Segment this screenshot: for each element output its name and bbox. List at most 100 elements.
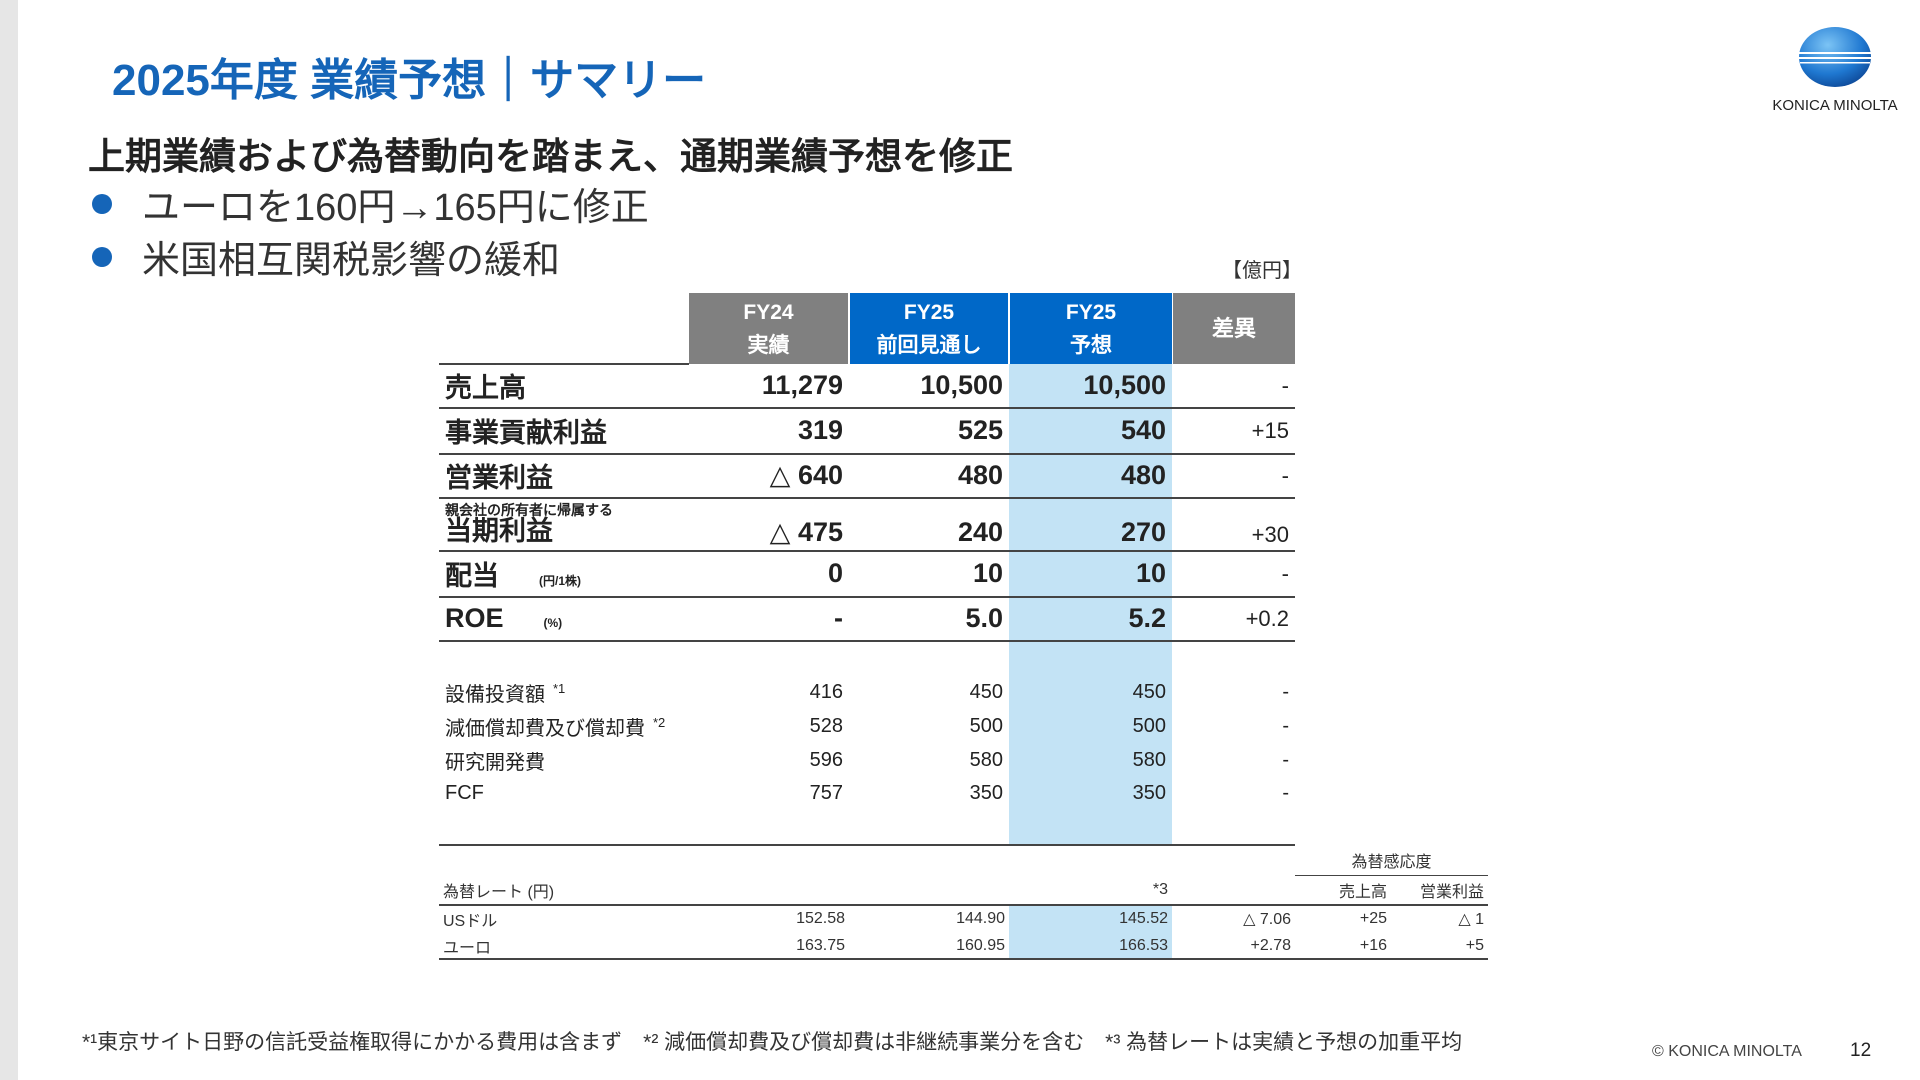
fx-value: 144.90 — [956, 909, 1005, 927]
cell-value: 580 — [969, 748, 1003, 771]
cell-value: 10,500 — [920, 370, 1003, 400]
row-label: 配当 (円/1株) — [439, 554, 689, 593]
divider — [439, 497, 1295, 499]
row-label-text: 配当 — [445, 561, 499, 591]
svg-text:KONICA MINOLTA: KONICA MINOLTA — [1772, 97, 1897, 114]
cell-value: 10,500 — [1083, 370, 1166, 400]
bullet-text: ユーロを160円→165円に修正 — [142, 187, 649, 229]
cell-value: - — [834, 603, 843, 633]
cell-value: 11,279 — [761, 370, 843, 400]
fx-value: △ 1 — [1458, 910, 1484, 928]
bullet-item: ユーロを160円→165円に修正 — [92, 176, 649, 231]
bullet-text: 米国相互関税影響の緩和 — [142, 240, 561, 282]
cell-value: 240 — [957, 517, 1003, 547]
divider — [439, 904, 1488, 906]
cell-value: 0 — [827, 558, 843, 588]
cell-value: - — [1281, 372, 1289, 398]
cell-value: - — [1282, 781, 1289, 804]
row-unit-note: (%) — [543, 616, 563, 630]
row-label-text: 設備投資額 — [445, 683, 545, 706]
fx-header-row: 為替レート (円) *3 売上高 営業利益 — [439, 876, 1488, 904]
page-title: 2025年度 業績予想｜サマリー — [112, 56, 707, 105]
divider — [1295, 875, 1488, 876]
header-fy24: FY24 実績 — [689, 293, 848, 364]
cell-value: +15 — [1251, 417, 1289, 443]
divider — [439, 550, 1295, 552]
cell-value: - — [1282, 680, 1289, 703]
row-label: 営業利益 — [439, 456, 689, 495]
divider — [439, 363, 689, 365]
row-label-prefix: 親会社の所有者に帰属する — [445, 502, 613, 518]
row-label-text: 研究開発費 — [445, 751, 545, 774]
table-row: 配当 (円/1株) 0 10 10 - — [439, 551, 1295, 596]
header-fy25-previous: FY25 前回見通し — [850, 293, 1008, 364]
fx-value: △ 7.06 — [1243, 910, 1291, 928]
fx-value: +25 — [1359, 909, 1387, 927]
bullet-item: 米国相互関税影響の緩和 — [92, 229, 560, 284]
forecast-column-highlight — [1009, 905, 1172, 959]
subtitle: 上期業績および為替動向を踏まえ、通期業績予想を修正 — [88, 136, 1013, 177]
table-row: 減価償却費及び償却費 *2 528 500 500 - — [439, 711, 1295, 741]
cell-value: - — [1282, 714, 1289, 737]
copyright: © KONICA MINOLTA — [1652, 1043, 1802, 1060]
cell-value: 580 — [1132, 748, 1166, 771]
row-unit-note: (円/1株) — [539, 574, 582, 588]
page-number: 12 — [1850, 1040, 1872, 1061]
forecast-column-highlight — [1009, 364, 1172, 845]
fx-value: +5 — [1465, 936, 1484, 954]
cell-value: 350 — [1132, 781, 1166, 804]
cell-value: - — [1281, 560, 1289, 586]
footnote-marker: *2 — [653, 714, 666, 730]
row-label-text: 減価償却費及び償却費 — [445, 717, 645, 740]
unit-label: 【億円】 — [1222, 260, 1302, 282]
cell-value: △ 640 — [769, 460, 843, 490]
header-fy25-forecast: FY25 予想 — [1010, 293, 1172, 364]
fx-value: +2.78 — [1250, 936, 1291, 954]
cell-value: - — [1281, 462, 1289, 488]
fx-row: USドル 152.58 144.90 145.52 △ 7.06 +25 △ 1 — [439, 905, 1488, 932]
table-row: 親会社の所有者に帰属する 当期利益 △ 475 240 270 +30 — [439, 498, 1295, 550]
footnote: *¹東京サイト日野の信託受益権取得にかかる費用は含まず *² 減価償却費及び償却… — [82, 1031, 1463, 1054]
fx-currency: USドル — [443, 912, 498, 930]
cell-value: +30 — [1251, 522, 1289, 547]
fx-value: +16 — [1359, 936, 1387, 954]
divider — [439, 453, 1295, 455]
table-row: 売上高 11,279 10,500 10,500 - — [439, 364, 1295, 407]
cell-value: 596 — [809, 748, 843, 771]
table-row: FCF 757 350 350 - — [439, 778, 1295, 808]
cell-value: 10 — [1135, 558, 1166, 588]
table-row: 設備投資額 *1 416 450 450 - — [439, 677, 1295, 707]
cell-value: 450 — [1132, 680, 1166, 703]
cell-value: - — [1282, 748, 1289, 771]
konica-minolta-logo: KONICA MINOLTA — [1772, 27, 1898, 114]
table-row: ROE (%) - 5.0 5.2 +0.2 — [439, 597, 1295, 640]
fx-value: 152.58 — [796, 909, 845, 927]
divider — [439, 596, 1295, 598]
table-row: 営業利益 △ 640 480 480 - — [439, 454, 1295, 497]
row-label-text: 当期利益 — [445, 516, 553, 546]
row-label: 研究開発費 — [439, 746, 689, 775]
divider — [439, 958, 1488, 960]
left-strip — [0, 0, 18, 1080]
table-row: 事業貢献利益 319 525 540 +15 — [439, 408, 1295, 453]
row-label-text: FCF — [445, 781, 484, 804]
row-label: 親会社の所有者に帰属する 当期利益 — [439, 502, 689, 548]
cell-value: 319 — [797, 415, 843, 445]
row-label-text: 事業貢献利益 — [445, 418, 607, 448]
cell-value: 416 — [809, 680, 843, 703]
fx-row: ユーロ 163.75 160.95 166.53 +2.78 +16 +5 — [439, 932, 1488, 959]
fx-value: 160.95 — [956, 936, 1005, 954]
row-label: ROE (%) — [439, 603, 689, 634]
row-label: 設備投資額 *1 — [439, 678, 689, 707]
sens-col-sales: 売上高 — [1338, 884, 1387, 901]
divider — [439, 844, 1295, 846]
row-label-text: 売上高 — [445, 373, 526, 403]
cell-value: 540 — [1120, 415, 1166, 445]
divider — [439, 640, 1295, 642]
fx-currency: ユーロ — [443, 939, 492, 957]
cell-value: +0.2 — [1245, 605, 1289, 631]
header-difference: 差異 — [1173, 293, 1295, 364]
row-label: FCF — [439, 782, 689, 805]
sens-col-op-profit: 営業利益 — [1419, 884, 1484, 901]
cell-value: 270 — [1120, 517, 1166, 547]
